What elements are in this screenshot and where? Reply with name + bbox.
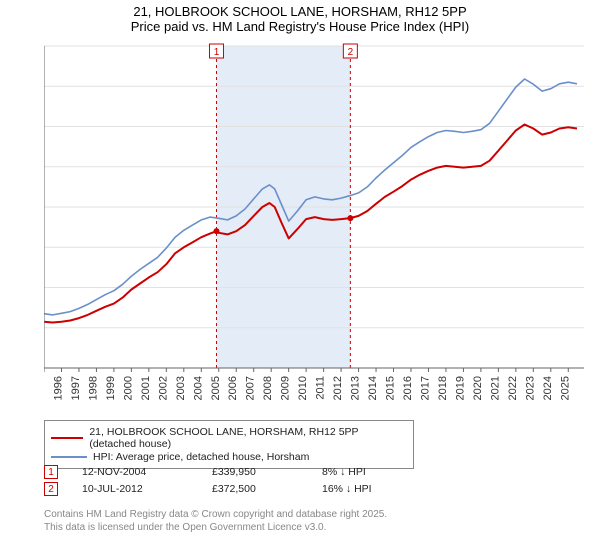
svg-text:1997: 1997	[70, 376, 82, 400]
svg-text:2020: 2020	[472, 376, 484, 400]
chart-svg: £0£100K£200K£300K£400K£500K£600K£700K£80…	[44, 42, 588, 412]
svg-text:2021: 2021	[489, 376, 501, 400]
markers-table: 1 12-NOV-2004 £339,950 8% ↓ HPI 2 10-JUL…	[44, 462, 422, 499]
svg-text:2002: 2002	[157, 376, 169, 400]
marker-row-2: 2 10-JUL-2012 £372,500 16% ↓ HPI	[44, 482, 422, 496]
marker-delta-1: 8% ↓ HPI	[322, 466, 422, 478]
svg-text:2016: 2016	[402, 376, 414, 400]
chart-container: 21, HOLBROOK SCHOOL LANE, HORSHAM, RH12 …	[0, 0, 600, 560]
footer: Contains HM Land Registry data © Crown c…	[44, 508, 387, 534]
marker-badge-2: 2	[44, 482, 58, 496]
title-line2: Price paid vs. HM Land Registry's House …	[0, 19, 600, 34]
svg-text:1999: 1999	[105, 376, 117, 400]
chart-area: £0£100K£200K£300K£400K£500K£600K£700K£80…	[44, 42, 588, 412]
marker-price-1: £339,950	[212, 466, 322, 478]
svg-text:2005: 2005	[210, 376, 222, 400]
svg-text:1: 1	[214, 47, 220, 58]
svg-text:2: 2	[348, 47, 354, 58]
svg-text:2001: 2001	[140, 376, 152, 400]
marker-row-1: 1 12-NOV-2004 £339,950 8% ↓ HPI	[44, 465, 422, 479]
svg-text:2010: 2010	[297, 376, 309, 400]
marker-delta-2: 16% ↓ HPI	[322, 483, 422, 495]
svg-text:2011: 2011	[315, 376, 327, 400]
marker-date-2: 10-JUL-2012	[82, 483, 212, 495]
svg-text:2024: 2024	[542, 376, 554, 400]
svg-text:2012: 2012	[332, 376, 344, 400]
svg-text:2004: 2004	[192, 376, 204, 400]
svg-text:1998: 1998	[87, 376, 99, 400]
svg-text:2008: 2008	[262, 376, 274, 400]
title-block: 21, HOLBROOK SCHOOL LANE, HORSHAM, RH12 …	[0, 0, 600, 36]
svg-text:2006: 2006	[227, 376, 239, 400]
marker-badge-1: 1	[44, 465, 58, 479]
legend-swatch-hpi	[51, 456, 87, 458]
svg-text:2013: 2013	[350, 376, 362, 400]
svg-text:2007: 2007	[245, 376, 257, 400]
svg-text:2015: 2015	[385, 376, 397, 400]
svg-text:2003: 2003	[175, 376, 187, 400]
svg-text:2025: 2025	[559, 376, 571, 400]
title-line1: 21, HOLBROOK SCHOOL LANE, HORSHAM, RH12 …	[0, 4, 600, 19]
svg-text:1995: 1995	[44, 376, 47, 400]
marker-price-2: £372,500	[212, 483, 322, 495]
svg-text:2017: 2017	[419, 376, 431, 400]
footer-line1: Contains HM Land Registry data © Crown c…	[44, 508, 387, 521]
footer-line2: This data is licensed under the Open Gov…	[44, 521, 387, 534]
svg-text:2009: 2009	[280, 376, 292, 400]
legend-row-property: 21, HOLBROOK SCHOOL LANE, HORSHAM, RH12 …	[51, 426, 407, 450]
svg-text:2018: 2018	[437, 376, 449, 400]
marker-date-1: 12-NOV-2004	[82, 466, 212, 478]
svg-text:1996: 1996	[52, 376, 64, 400]
svg-text:2022: 2022	[507, 376, 519, 400]
svg-text:2019: 2019	[454, 376, 466, 400]
legend-swatch-property	[51, 437, 83, 439]
legend-label-property: 21, HOLBROOK SCHOOL LANE, HORSHAM, RH12 …	[89, 426, 407, 450]
svg-text:2023: 2023	[524, 376, 536, 400]
svg-text:2014: 2014	[367, 376, 379, 400]
svg-text:2000: 2000	[122, 376, 134, 400]
